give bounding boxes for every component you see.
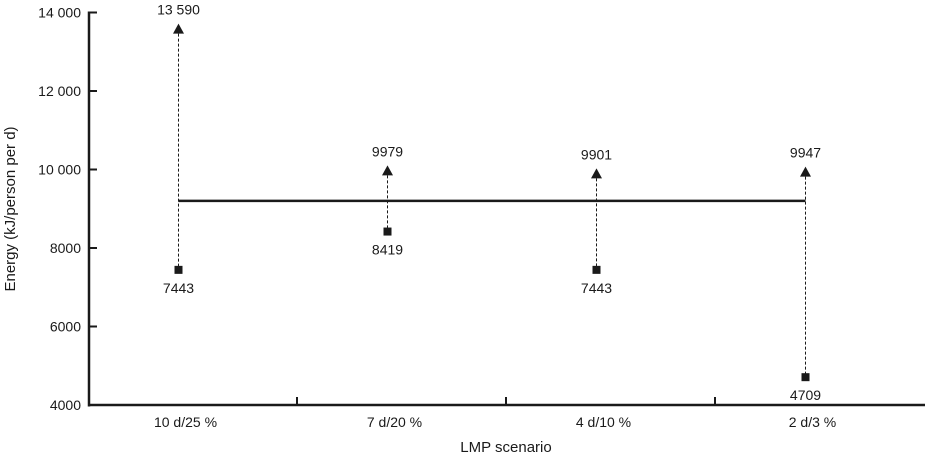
y-tick-label: 8000: [50, 240, 81, 256]
x-tick-label: 4 d/10 %: [576, 414, 631, 430]
lower-value-label: 7443: [163, 280, 194, 296]
triangle-marker: [173, 23, 184, 34]
lower-value-label: 8419: [372, 242, 403, 258]
y-tick-label: 12 000: [38, 83, 81, 99]
x-tick-label: 2 d/3 %: [789, 414, 836, 430]
y-tick-label: 14 000: [38, 5, 81, 21]
square-marker: [592, 265, 601, 274]
x-tick-label: 10 d/25 %: [154, 414, 217, 430]
lower-value-label: 4709: [790, 387, 821, 403]
y-tick-label: 10 000: [38, 162, 81, 178]
y-tick-label: 4000: [50, 397, 81, 413]
upper-value-label: 9901: [581, 146, 612, 162]
triangle-marker: [591, 168, 602, 179]
y-tick-label: 6000: [50, 319, 81, 335]
square-marker: [174, 265, 183, 274]
x-axis-label: LMP scenario: [460, 439, 551, 456]
x-tick-label: 7 d/20 %: [367, 414, 422, 430]
upper-value-label: 13 590: [157, 2, 200, 18]
square-marker: [801, 373, 810, 382]
upper-value-label: 9979: [372, 143, 403, 159]
upper-value-label: 9947: [790, 145, 821, 161]
y-axis-label: Energy (kJ/person per d): [2, 126, 19, 291]
lower-value-label: 7443: [581, 280, 612, 296]
triangle-marker: [800, 166, 811, 177]
triangle-marker: [382, 165, 393, 176]
square-marker: [383, 227, 392, 236]
